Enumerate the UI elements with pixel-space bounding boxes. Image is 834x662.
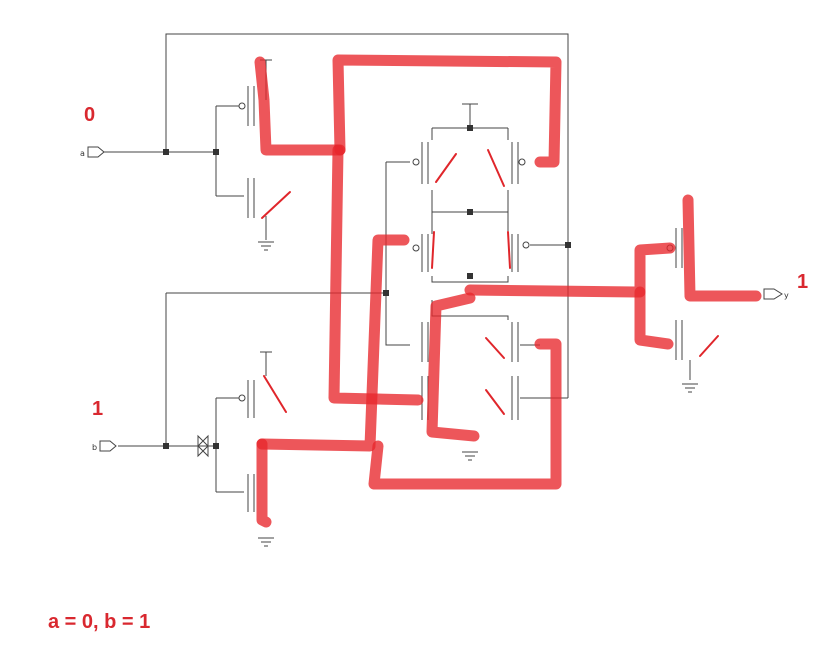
input-pin-b-label: b <box>92 443 97 452</box>
junction-dots <box>163 125 571 449</box>
input-pin-b[interactable]: b <box>92 440 117 452</box>
input-a-value: 0 <box>84 104 95 126</box>
switch-marks <box>261 149 719 415</box>
output-y-value: 1 <box>797 271 808 293</box>
output-pin-y[interactable]: y <box>763 288 789 300</box>
output-pin-y-label: y <box>784 291 789 300</box>
input-state-caption: a = 0, b = 1 <box>48 611 150 633</box>
input-pin-a[interactable]: a <box>80 146 105 158</box>
highlighted-paths <box>254 54 762 528</box>
input-pin-a-label: a <box>80 149 85 158</box>
transmission-gate-icon <box>197 434 209 458</box>
input-b-value: 1 <box>92 398 103 420</box>
